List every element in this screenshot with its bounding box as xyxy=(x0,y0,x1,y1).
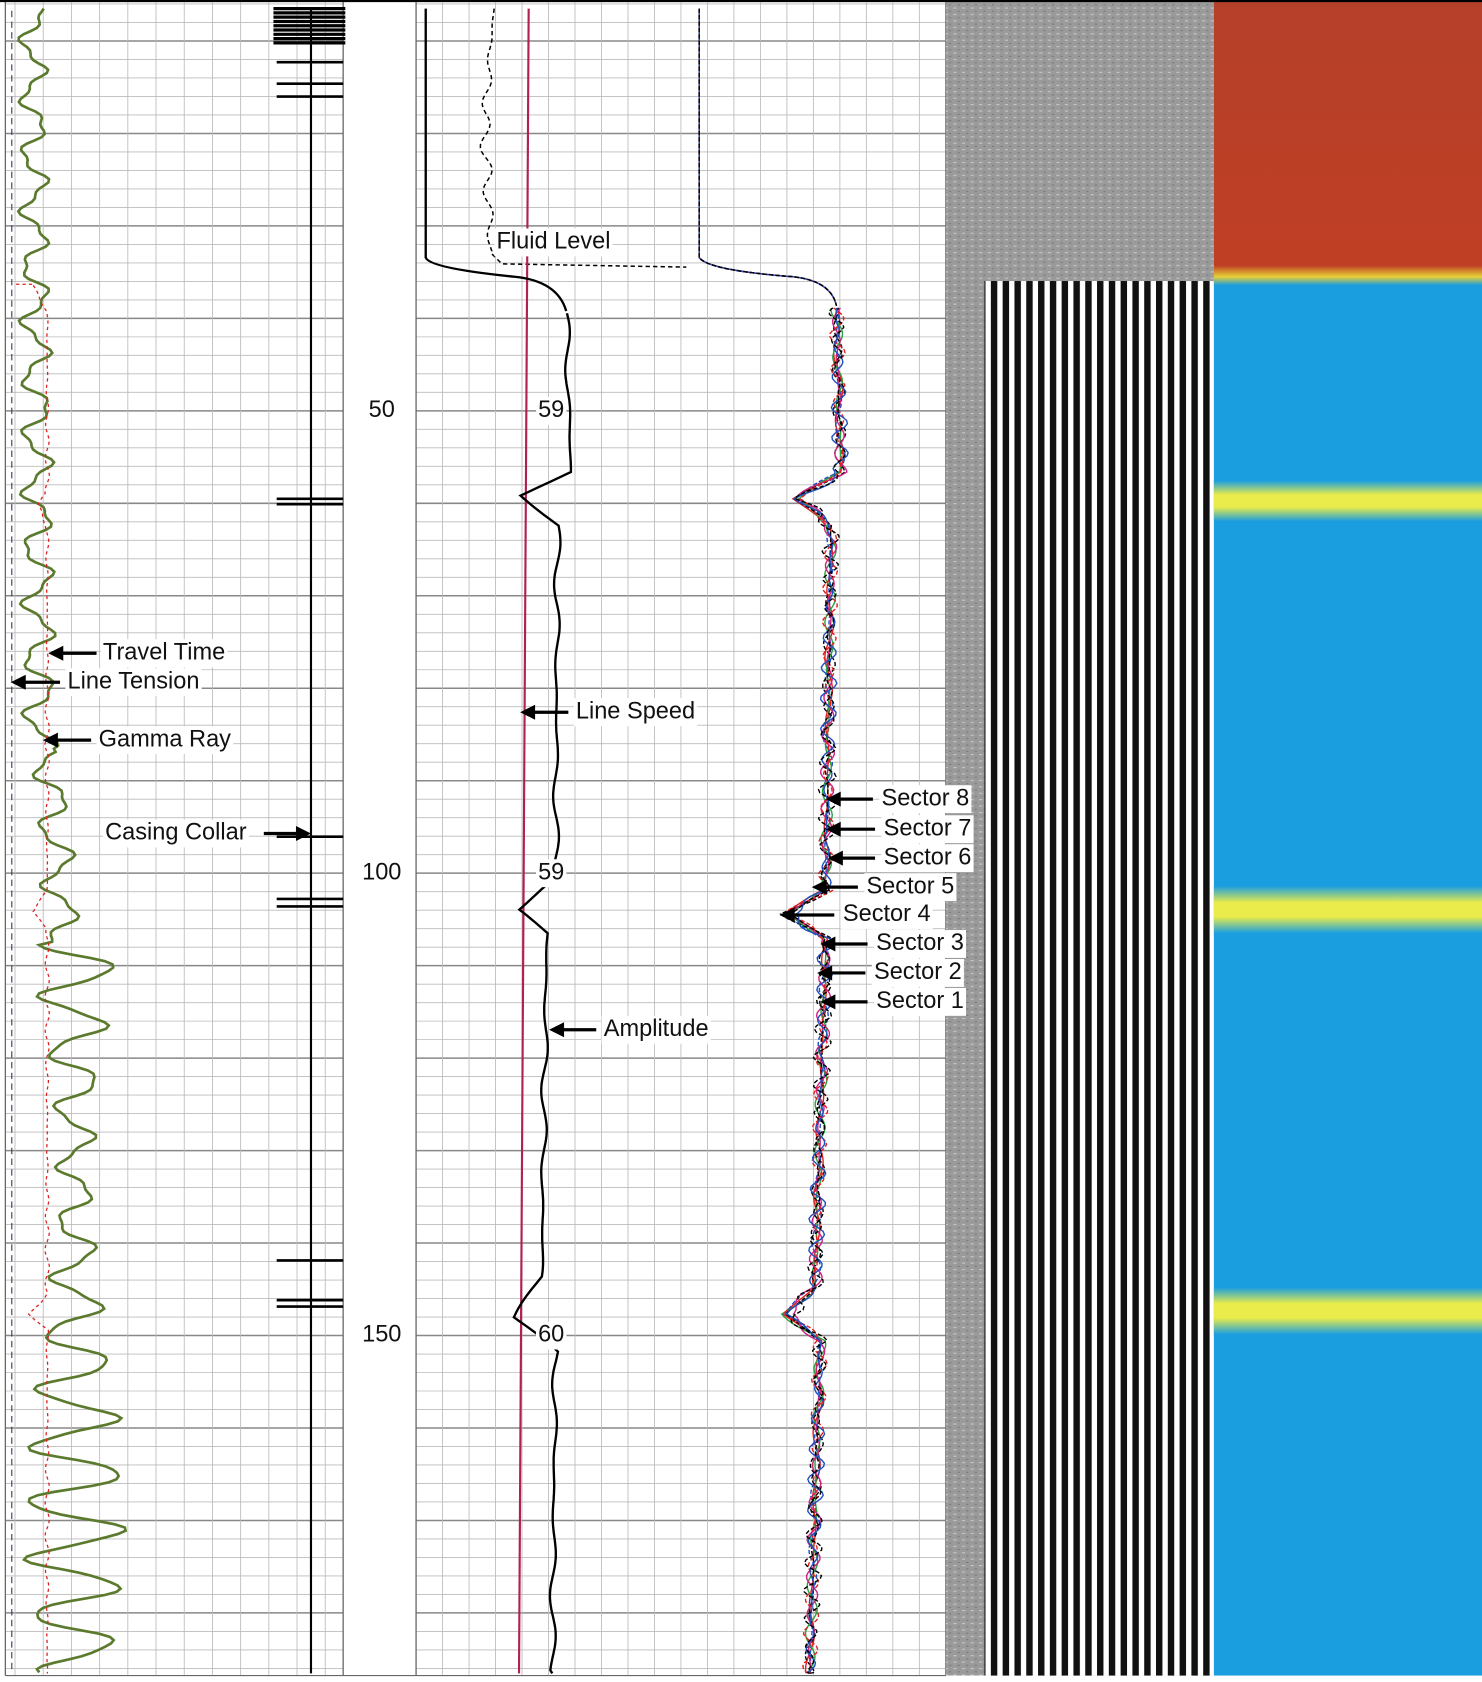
arrow-head xyxy=(820,994,836,1010)
label: 60 xyxy=(538,1321,564,1347)
arrow-head xyxy=(48,645,64,661)
arrow-head xyxy=(42,732,58,748)
label: Travel Time xyxy=(103,639,225,665)
arrow-head xyxy=(817,965,833,981)
label-bg xyxy=(65,668,202,697)
map-free-pipe xyxy=(1213,0,1482,286)
travel-time-curve xyxy=(16,283,50,1674)
arrow-head xyxy=(811,879,827,895)
label-bg xyxy=(573,698,698,727)
label-bg xyxy=(881,844,974,873)
label: 150 xyxy=(362,1321,401,1347)
gamma-ray-curve xyxy=(16,7,128,1674)
arrow-head xyxy=(520,704,536,720)
label-bg xyxy=(102,819,249,848)
label: Sector 4 xyxy=(843,900,931,926)
label: Sector 3 xyxy=(876,929,964,955)
label: Sector 7 xyxy=(884,814,972,840)
label: Sector 2 xyxy=(874,958,962,984)
label-bg xyxy=(864,873,957,902)
label: 50 xyxy=(369,396,395,422)
label-bg xyxy=(535,396,567,425)
label: 59 xyxy=(538,858,564,884)
label: 59 xyxy=(538,396,564,422)
label-bg xyxy=(535,859,567,888)
label: Sector 8 xyxy=(881,784,969,810)
label: Fluid Level xyxy=(497,228,611,254)
map-band xyxy=(1213,480,1482,522)
map-band xyxy=(1213,1287,1482,1335)
label-bg xyxy=(873,930,967,958)
arrow-head xyxy=(825,791,841,807)
line-speed-curve xyxy=(517,8,530,1674)
label-bg xyxy=(535,1321,567,1350)
label-bg xyxy=(359,1321,404,1350)
vdl-image xyxy=(984,281,1214,1676)
arrow-head xyxy=(820,936,836,952)
arrow-head xyxy=(295,825,311,841)
label: 100 xyxy=(362,858,401,884)
arrow-head xyxy=(549,1022,565,1038)
arrow-head xyxy=(779,907,795,923)
label: Gamma Ray xyxy=(99,725,232,751)
label: Line Speed xyxy=(576,698,695,724)
sector-curve xyxy=(698,8,847,1675)
label: Amplitude xyxy=(604,1015,709,1041)
map-band xyxy=(1213,886,1482,934)
label-bg xyxy=(881,815,974,844)
label-bg xyxy=(601,1015,711,1044)
curves xyxy=(11,6,849,1675)
label-bg xyxy=(359,859,404,888)
arrow-head xyxy=(827,850,843,866)
label-bg xyxy=(871,958,964,987)
amplitude-curve xyxy=(424,8,573,1675)
label-bg xyxy=(494,228,613,257)
fluid-level-curve xyxy=(479,8,687,268)
label: Sector 1 xyxy=(876,987,964,1013)
label-bg xyxy=(873,987,967,1016)
label-bg xyxy=(366,396,398,425)
label: Sector 5 xyxy=(866,872,954,898)
arrow-head xyxy=(10,674,26,690)
label-bg xyxy=(840,901,933,929)
label: Sector 6 xyxy=(884,843,972,869)
label-bg xyxy=(96,726,234,755)
label-bg xyxy=(879,785,972,814)
label: Line Tension xyxy=(68,667,200,693)
arrow-head xyxy=(825,821,841,837)
label: Casing Collar xyxy=(105,819,247,845)
label-bg xyxy=(100,639,228,668)
